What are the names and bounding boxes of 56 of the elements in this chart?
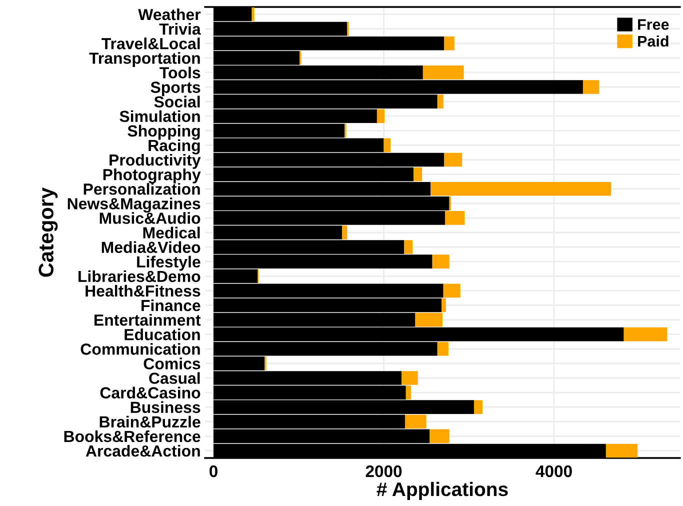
y-axis-title: Category bbox=[38, 187, 58, 277]
bar bbox=[252, 7, 254, 22]
y-tick-label: Travel&Local bbox=[102, 38, 200, 50]
bar bbox=[437, 342, 448, 356]
y-tick-label: Transportation bbox=[89, 52, 200, 68]
x-tick-label: 4000 bbox=[536, 465, 572, 478]
y-tick-label: Comics bbox=[144, 358, 200, 370]
bar bbox=[606, 444, 638, 458]
bar bbox=[444, 152, 462, 167]
y-tick-label: Brain&Puzzle bbox=[100, 416, 200, 428]
bar bbox=[437, 94, 444, 108]
y-tick-label: Books&Reference bbox=[64, 430, 200, 442]
bar bbox=[414, 167, 422, 182]
bar bbox=[624, 327, 668, 342]
y-tick-label: Weather bbox=[138, 8, 201, 20]
y-tick-label: Productivity bbox=[110, 154, 201, 169]
y-tick-label: Entertainment bbox=[94, 314, 201, 326]
y-tick-label: Shopping bbox=[128, 124, 200, 140]
y-tick-label: Arcade&Action bbox=[86, 444, 200, 457]
y-tick-label: Medical bbox=[143, 226, 200, 238]
bar bbox=[342, 226, 348, 240]
bar bbox=[582, 80, 600, 94]
y-tick-label: Trivia bbox=[159, 23, 201, 35]
bar bbox=[404, 240, 413, 254]
y-tick-label: Sports bbox=[150, 82, 200, 96]
y-tick-label: Business bbox=[130, 401, 200, 414]
x-axis-title: # Applications bbox=[376, 482, 508, 500]
y-tick-label: Card&Casino bbox=[100, 386, 200, 398]
bar bbox=[430, 429, 450, 444]
bar bbox=[376, 109, 385, 124]
bar bbox=[384, 138, 391, 152]
bar bbox=[432, 254, 450, 269]
y-tick-label: Personalization bbox=[84, 183, 200, 195]
y-tick-label: Education bbox=[124, 328, 200, 340]
x-tick-label: 0 bbox=[210, 465, 218, 478]
y-tick-label: Communication bbox=[80, 343, 200, 355]
bar bbox=[405, 414, 426, 429]
x-tick-label: 2000 bbox=[366, 465, 402, 478]
legend-label: Paid bbox=[638, 35, 668, 47]
bar bbox=[474, 400, 483, 414]
y-tick-label: Casual bbox=[149, 372, 200, 384]
legend-label: Free bbox=[638, 19, 669, 30]
y-tick-label: Simulation bbox=[120, 110, 200, 122]
y-tick-label: Tools bbox=[160, 66, 200, 78]
y-tick-label: News&Magazines bbox=[68, 198, 200, 213]
y-tick-label: Photography bbox=[103, 168, 201, 184]
y-tick-label: Social bbox=[154, 96, 200, 108]
y-tick-label: Lifestyle bbox=[137, 256, 200, 271]
y-tick-label: Libraries&Demo bbox=[78, 270, 200, 282]
y-tick-label: Music&Audio bbox=[100, 212, 200, 224]
bar bbox=[444, 36, 454, 50]
y-tick-label: Media&Video bbox=[102, 241, 200, 253]
y-tick-label: Racing bbox=[148, 139, 200, 154]
y-tick-label: Finance bbox=[142, 299, 200, 312]
y-tick-label: Health&Fitness bbox=[86, 284, 200, 297]
bar bbox=[422, 66, 464, 80]
